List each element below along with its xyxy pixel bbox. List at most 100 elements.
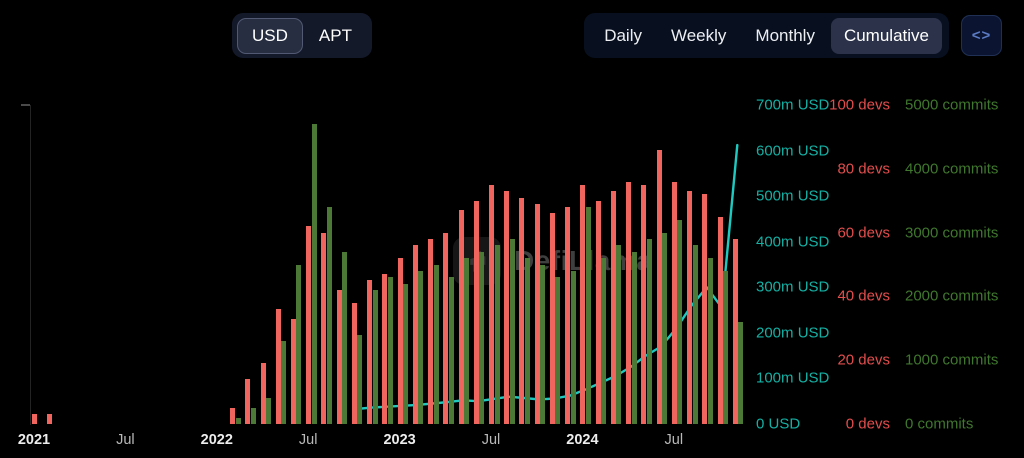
y-tick-devs-3: 40 devs bbox=[837, 287, 890, 305]
commit-bar bbox=[387, 277, 393, 424]
commit-bar bbox=[601, 258, 607, 424]
dev-bar bbox=[519, 197, 525, 424]
y-tick-usd-6: 100m USD bbox=[756, 369, 830, 387]
commit-bar bbox=[509, 238, 515, 424]
commit-bar bbox=[403, 283, 409, 424]
x-tick-jul-30: Jul bbox=[481, 432, 501, 448]
y-tick-devs-0: 100 devs bbox=[829, 96, 890, 114]
x-tick-jul-18: Jul bbox=[298, 432, 318, 448]
dev-bar bbox=[626, 181, 632, 424]
embed-code-button[interactable]: <> bbox=[961, 15, 1002, 56]
dev-bar bbox=[230, 408, 236, 424]
dev-bar bbox=[717, 216, 723, 424]
y-tick-devs-1: 80 devs bbox=[837, 160, 890, 178]
y-tick-devs-4: 20 devs bbox=[837, 351, 890, 369]
dev-bar bbox=[382, 274, 388, 424]
commit-bar bbox=[677, 219, 683, 424]
dev-bar bbox=[458, 210, 464, 424]
dev-bar bbox=[260, 363, 266, 424]
commit-bar bbox=[494, 245, 500, 424]
x-tick-2023-24: 2023 bbox=[383, 432, 416, 448]
dev-bar bbox=[641, 184, 647, 424]
x-tick-2024-36: 2024 bbox=[566, 432, 599, 448]
dev-bar bbox=[473, 200, 479, 424]
interval-option-daily[interactable]: Daily bbox=[591, 18, 655, 54]
dev-bar bbox=[275, 309, 281, 424]
plot-area[interactable]: DefiLlama bbox=[30, 105, 746, 424]
commit-bar bbox=[707, 258, 713, 424]
dev-bar bbox=[336, 290, 342, 424]
commit-bar bbox=[585, 207, 591, 424]
y-tick-commits-4: 1000 commits bbox=[905, 351, 999, 369]
commit-bar bbox=[692, 245, 698, 424]
y-tick-commits-5: 0 commits bbox=[905, 415, 974, 433]
dev-bar bbox=[412, 245, 418, 424]
interval-controls: Daily Weekly Monthly Cumulative <> bbox=[584, 13, 1002, 58]
y-tick-commits-0: 5000 commits bbox=[905, 96, 999, 114]
commit-bar bbox=[418, 270, 424, 424]
y-tick-commits-3: 2000 commits bbox=[905, 287, 999, 305]
dev-bar bbox=[489, 184, 495, 424]
commit-bar bbox=[326, 207, 332, 424]
interval-option-cumulative[interactable]: Cumulative bbox=[830, 17, 942, 54]
commit-bar bbox=[616, 245, 622, 424]
y-tick-usd-3: 400m USD bbox=[756, 233, 830, 251]
y-tick-usd-2: 500m USD bbox=[756, 187, 830, 205]
commit-bar bbox=[433, 264, 439, 424]
dev-bar bbox=[565, 207, 571, 424]
commit-bar bbox=[479, 251, 485, 424]
commit-bar bbox=[631, 251, 637, 424]
commit-bar bbox=[448, 277, 454, 424]
dev-bar bbox=[245, 379, 251, 424]
dev-bar bbox=[504, 191, 510, 424]
commit-bar bbox=[723, 270, 729, 424]
y-tick-usd-0: 700m USD bbox=[756, 96, 830, 114]
dev-bar bbox=[549, 213, 555, 424]
y-tick-usd-1: 600m USD bbox=[756, 142, 830, 160]
y-tick-commits-1: 4000 commits bbox=[905, 160, 999, 178]
commit-bar bbox=[357, 334, 363, 424]
commit-bar bbox=[738, 321, 744, 424]
currency-option-apt[interactable]: APT bbox=[305, 19, 366, 53]
commit-bar bbox=[342, 251, 348, 424]
x-tick-2021-0: 2021 bbox=[17, 432, 51, 448]
x-tick-jul-42: Jul bbox=[664, 432, 684, 448]
y-tick-devs-2: 60 devs bbox=[837, 224, 890, 242]
dev-bar bbox=[367, 280, 373, 424]
commit-bar bbox=[570, 270, 576, 424]
dev-bar bbox=[687, 191, 693, 424]
commit-bar bbox=[235, 417, 241, 424]
interval-option-weekly[interactable]: Weekly bbox=[658, 18, 739, 54]
y-tick-usd-4: 300m USD bbox=[756, 278, 830, 296]
dev-bar bbox=[306, 226, 312, 424]
y-tick-usd-7: 0 USD bbox=[756, 415, 801, 433]
dev-bar bbox=[702, 194, 708, 424]
dev-bar bbox=[32, 414, 37, 424]
dev-bar bbox=[610, 191, 616, 424]
commit-bar bbox=[646, 238, 652, 424]
commit-bar bbox=[662, 232, 668, 424]
commit-bar bbox=[524, 258, 530, 424]
commit-bar bbox=[372, 290, 378, 424]
currency-option-usd[interactable]: USD bbox=[238, 18, 302, 53]
commit-bar bbox=[540, 264, 546, 424]
commit-bar bbox=[464, 258, 470, 424]
commit-bar bbox=[266, 398, 271, 424]
dev-bar bbox=[47, 414, 53, 424]
y-tick-devs-5: 0 devs bbox=[845, 415, 890, 433]
commit-bar bbox=[555, 277, 561, 424]
dev-bar bbox=[290, 318, 296, 424]
currency-toggle: USD APT bbox=[232, 13, 372, 58]
commit-bar bbox=[281, 341, 287, 424]
dev-bar bbox=[580, 184, 586, 424]
dev-bar bbox=[351, 302, 357, 424]
interval-option-monthly[interactable]: Monthly bbox=[742, 18, 828, 54]
dev-bar bbox=[656, 149, 662, 424]
dev-bar bbox=[397, 258, 403, 424]
commit-bar bbox=[311, 124, 317, 424]
commit-bar bbox=[296, 264, 302, 424]
code-icon: <> bbox=[971, 27, 992, 44]
dev-bar bbox=[443, 232, 449, 424]
x-tick-jul-6: Jul bbox=[116, 432, 135, 448]
